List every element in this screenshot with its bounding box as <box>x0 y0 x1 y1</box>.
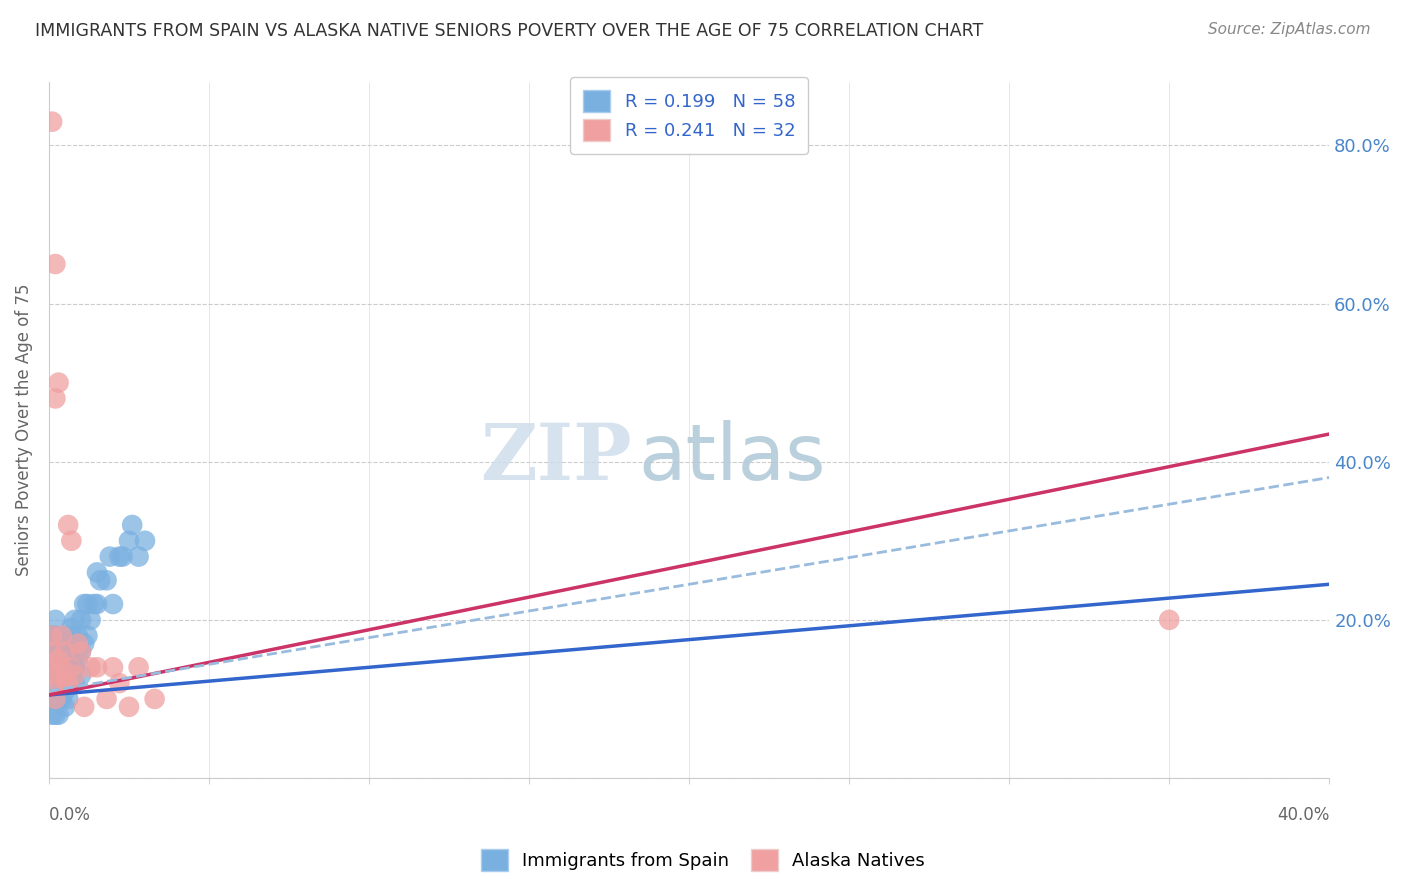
Point <box>51 660 73 674</box>
Point <box>41 644 63 658</box>
Point <box>76 597 98 611</box>
Point <box>108 549 131 564</box>
Point <box>128 660 150 674</box>
Point <box>53 637 76 651</box>
Point <box>70 644 93 658</box>
Point <box>48 707 70 722</box>
Point <box>48 652 70 666</box>
Point <box>41 629 63 643</box>
Point <box>44 613 66 627</box>
Point <box>53 676 76 690</box>
Point <box>48 637 70 651</box>
Point <box>86 566 108 580</box>
Point <box>48 376 70 390</box>
Point <box>73 637 96 651</box>
Point <box>63 637 86 651</box>
Point <box>56 652 79 666</box>
Point <box>51 676 73 690</box>
Point <box>44 629 66 643</box>
Point <box>60 621 83 635</box>
Point <box>118 533 141 548</box>
Point <box>63 676 86 690</box>
Point <box>134 533 156 548</box>
Point <box>53 660 76 674</box>
Point <box>48 652 70 666</box>
Point <box>96 692 118 706</box>
Point <box>60 644 83 658</box>
Point <box>53 699 76 714</box>
Point <box>41 114 63 128</box>
Point <box>98 549 121 564</box>
Point <box>63 613 86 627</box>
Point <box>79 613 101 627</box>
Point <box>44 392 66 406</box>
Y-axis label: Seniors Poverty Over the Age of 75: Seniors Poverty Over the Age of 75 <box>15 284 32 576</box>
Text: ZIP: ZIP <box>479 420 631 496</box>
Point <box>53 684 76 698</box>
Text: Source: ZipAtlas.com: Source: ZipAtlas.com <box>1208 22 1371 37</box>
Point <box>128 549 150 564</box>
Point <box>60 660 83 674</box>
Point <box>118 699 141 714</box>
Point <box>101 660 124 674</box>
Point <box>56 518 79 533</box>
Point <box>76 629 98 643</box>
Point <box>66 629 89 643</box>
Point <box>70 644 93 658</box>
Point <box>48 692 70 706</box>
Text: 40.0%: 40.0% <box>1277 805 1329 824</box>
Point <box>44 676 66 690</box>
Point <box>41 644 63 658</box>
Point <box>1159 613 1181 627</box>
Text: 0.0%: 0.0% <box>49 805 91 824</box>
Point <box>60 668 83 682</box>
Point <box>89 574 111 588</box>
Point <box>108 676 131 690</box>
Point <box>51 644 73 658</box>
Point <box>73 597 96 611</box>
Point <box>101 597 124 611</box>
Point <box>83 597 105 611</box>
Point <box>79 660 101 674</box>
Point <box>56 676 79 690</box>
Point <box>66 637 89 651</box>
Point <box>51 629 73 643</box>
Point <box>121 518 143 533</box>
Legend: R = 0.199   N = 58, R = 0.241   N = 32: R = 0.199 N = 58, R = 0.241 N = 32 <box>571 78 808 153</box>
Point <box>143 692 166 706</box>
Point <box>56 676 79 690</box>
Point <box>41 692 63 706</box>
Point <box>44 692 66 706</box>
Point <box>41 629 63 643</box>
Point <box>56 692 79 706</box>
Point <box>44 707 66 722</box>
Point <box>51 692 73 706</box>
Point <box>60 533 83 548</box>
Point <box>86 597 108 611</box>
Point <box>44 644 66 658</box>
Point <box>48 676 70 690</box>
Point <box>48 668 70 682</box>
Point <box>73 699 96 714</box>
Point <box>44 668 66 682</box>
Point <box>53 644 76 658</box>
Point <box>96 574 118 588</box>
Text: atlas: atlas <box>638 420 825 496</box>
Text: IMMIGRANTS FROM SPAIN VS ALASKA NATIVE SENIORS POVERTY OVER THE AGE OF 75 CORREL: IMMIGRANTS FROM SPAIN VS ALASKA NATIVE S… <box>35 22 983 40</box>
Point <box>44 257 66 271</box>
Point <box>51 660 73 674</box>
Point <box>111 549 134 564</box>
Point <box>70 668 93 682</box>
Point <box>86 660 108 674</box>
Point <box>70 613 93 627</box>
Point <box>66 652 89 666</box>
Point <box>56 629 79 643</box>
Point <box>41 660 63 674</box>
Legend: Immigrants from Spain, Alaska Natives: Immigrants from Spain, Alaska Natives <box>474 842 932 879</box>
Point <box>44 660 66 674</box>
Point <box>63 668 86 682</box>
Point <box>41 707 63 722</box>
Point <box>41 660 63 674</box>
Point <box>63 660 86 674</box>
